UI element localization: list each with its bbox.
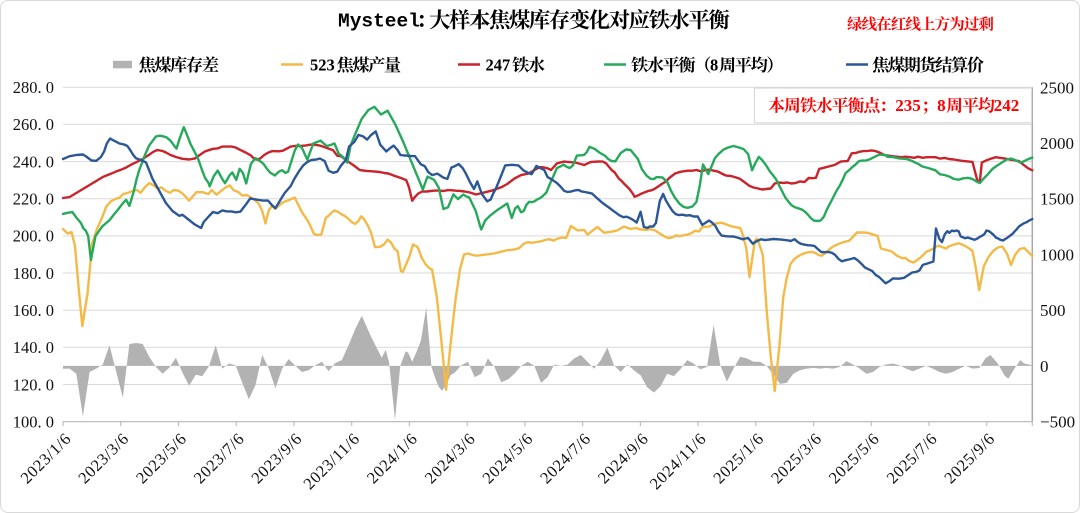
svg-text:2025/9/6: 2025/9/6 [940, 429, 998, 487]
svg-text:0: 0 [1040, 357, 1049, 376]
svg-text:247: 247 [486, 55, 511, 74]
svg-text:2000: 2000 [1040, 134, 1074, 153]
svg-text:160. 0: 160. 0 [13, 301, 54, 320]
svg-text:242: 242 [994, 96, 1020, 115]
svg-text:500: 500 [1040, 301, 1066, 320]
svg-text:8: 8 [710, 55, 718, 74]
svg-text:2023/5/6: 2023/5/6 [132, 429, 190, 487]
svg-text:2023/9/6: 2023/9/6 [247, 429, 305, 487]
svg-text:100. 0: 100. 0 [13, 412, 54, 431]
svg-text:Mysteel: Mysteel [338, 11, 420, 33]
svg-text:2024/1/6: 2024/1/6 [363, 429, 421, 487]
svg-text:180. 0: 180. 0 [13, 264, 54, 283]
svg-text:1500: 1500 [1040, 190, 1074, 209]
svg-text:−500: −500 [1040, 413, 1075, 432]
svg-text:2500: 2500 [1040, 78, 1074, 97]
svg-text:2025/5/6: 2025/5/6 [825, 429, 883, 487]
svg-text:220. 0: 220. 0 [13, 190, 54, 209]
svg-text:260. 0: 260. 0 [13, 115, 54, 134]
svg-text:2024/5/6: 2024/5/6 [478, 429, 536, 487]
svg-text:2023/11/6: 2023/11/6 [299, 429, 363, 493]
svg-text:235: 235 [895, 96, 921, 115]
svg-text:240. 0: 240. 0 [13, 152, 54, 171]
svg-text:2023/3/6: 2023/3/6 [74, 429, 132, 487]
svg-text:280. 0: 280. 0 [13, 78, 54, 97]
svg-text:2024/9/6: 2024/9/6 [594, 429, 652, 487]
svg-text:8: 8 [937, 96, 946, 115]
svg-text:2025/3/6: 2025/3/6 [767, 429, 825, 487]
svg-text:523: 523 [310, 55, 335, 74]
svg-text:140. 0: 140. 0 [13, 338, 54, 357]
svg-text:120. 0: 120. 0 [13, 375, 54, 394]
svg-text:2025/7/6: 2025/7/6 [883, 429, 941, 487]
svg-text:2024/7/6: 2024/7/6 [536, 429, 594, 487]
svg-text:2025/1/6: 2025/1/6 [709, 429, 767, 487]
svg-text:2023/1/6: 2023/1/6 [17, 429, 75, 487]
svg-text:1000: 1000 [1040, 245, 1074, 264]
svg-text:2024/11/6: 2024/11/6 [646, 429, 710, 493]
svg-text:2024/3/6: 2024/3/6 [421, 429, 479, 487]
svg-text:200. 0: 200. 0 [13, 227, 54, 246]
svg-text:2023/7/6: 2023/7/6 [190, 429, 248, 487]
